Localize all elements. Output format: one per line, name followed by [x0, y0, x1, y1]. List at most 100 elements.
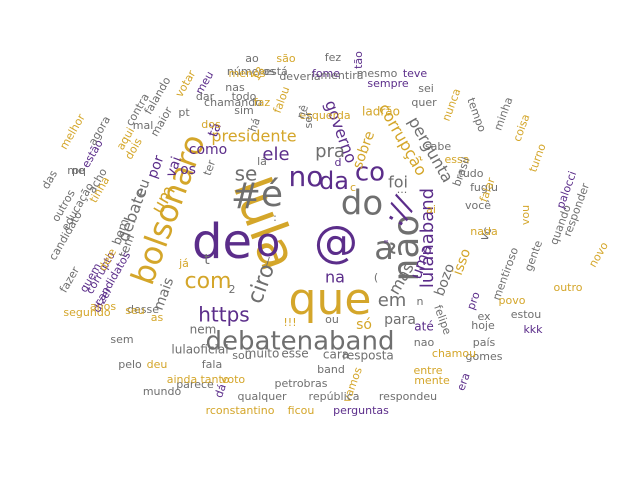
cloud-word: pro	[464, 290, 482, 312]
cloud-word: as	[151, 311, 164, 324]
cloud-word: novo	[586, 240, 611, 270]
cloud-word: ainda	[167, 373, 198, 386]
cloud-word: sabe	[425, 140, 451, 153]
cloud-word: com	[185, 269, 232, 294]
cloud-word: sim	[234, 104, 254, 117]
cloud-word: deu	[147, 358, 168, 371]
cloud-word: (	[374, 271, 378, 284]
cloud-word: no	[289, 160, 324, 193]
cloud-word: gomes	[466, 350, 503, 363]
cloud-word: em	[378, 290, 407, 311]
cloud-word: tá	[205, 121, 225, 140]
cloud-word: ao	[245, 52, 259, 65]
cloud-word: tão	[352, 51, 365, 69]
cloud-word: anos	[90, 300, 116, 313]
cloud-word: pelo	[118, 358, 142, 371]
cloud-word: fugiu	[470, 181, 498, 194]
cloud-word: n	[417, 295, 424, 308]
cloud-word: /	[266, 255, 270, 268]
cloud-word: deveria	[279, 70, 320, 83]
cloud-word: desse	[127, 303, 159, 316]
cloud-word: band	[317, 363, 345, 376]
cloud-word: é	[261, 174, 283, 215]
cloud-word: sem	[110, 333, 133, 346]
cloud-word: votar	[173, 68, 199, 100]
cloud-word: teve	[403, 67, 428, 80]
cloud-word: ele	[262, 144, 289, 165]
cloud-word: tudo	[459, 167, 484, 180]
cloud-word: outro	[553, 281, 582, 294]
cloud-word: ai	[426, 203, 436, 216]
cloud-word: fez	[325, 51, 342, 64]
cloud-word: felipe	[431, 303, 454, 336]
cloud-word: se	[235, 162, 258, 186]
cloud-word: que	[289, 274, 372, 325]
cloud-word: pq	[72, 164, 86, 177]
cloud-word: ser	[302, 111, 315, 128]
cloud-word: c	[350, 181, 356, 194]
cloud-word: tanto	[200, 373, 229, 386]
cloud-word: faz	[254, 96, 271, 109]
cloud-word: todo	[232, 90, 257, 103]
cloud-word: #	[231, 176, 261, 217]
cloud-word: menos	[229, 67, 266, 80]
cloud-word: fazer	[57, 264, 82, 295]
cloud-word: lá	[257, 155, 267, 168]
cloud-word: nê	[294, 103, 311, 121]
cloud-word: perguntas	[333, 404, 389, 417]
cloud-word: ficou	[288, 404, 315, 417]
cloud-word: ...	[397, 183, 408, 196]
cloud-word: mesmo	[357, 67, 398, 80]
cloud-word: foi	[388, 173, 408, 192]
cloud-word: muito	[245, 347, 280, 361]
cloud-word: nas	[225, 81, 245, 94]
cloud-word: t	[204, 252, 210, 268]
cloud-word: d	[335, 156, 342, 169]
cloud-word: ladrão	[362, 105, 400, 119]
cloud-word: petrobras	[274, 377, 327, 390]
cloud-word: são	[276, 52, 295, 65]
cloud-word: povo	[499, 294, 526, 307]
cloud-word: ou	[325, 313, 339, 326]
cloud-word: qualquer	[238, 390, 287, 403]
cloud-word: já	[178, 257, 189, 270]
cloud-word: -	[411, 212, 415, 225]
cloud-word: na	[325, 268, 345, 287]
cloud-word: dar	[196, 90, 215, 103]
cloud-word: do	[341, 184, 383, 224]
cloud-word: só	[356, 317, 372, 333]
cloud-word: respondeu	[379, 390, 437, 403]
cloud-word: sempre	[367, 77, 408, 90]
cloud-word: mal	[133, 119, 154, 132]
cloud-word: os	[180, 162, 196, 178]
cloud-word: 2	[229, 283, 236, 296]
cloud-word: sou	[232, 349, 251, 362]
cloud-word: gente	[522, 238, 545, 273]
cloud-word: ex	[477, 310, 491, 323]
cloud-word: você	[465, 199, 491, 212]
cloud-word: o	[256, 220, 280, 266]
cloud-word: coisa	[511, 112, 533, 143]
cloud-word: da	[319, 167, 349, 195]
cloud-word: não	[386, 215, 427, 282]
cloud-word: chamou	[432, 347, 476, 360]
cloud-word: essa	[445, 153, 470, 166]
cloud-word: nem	[190, 323, 217, 337]
cloud-word: como	[189, 142, 227, 158]
cloud-word: a	[374, 229, 394, 267]
cloud-word: me	[67, 164, 85, 177]
cloud-word: está	[264, 65, 288, 78]
cloud-word: agora	[86, 114, 113, 148]
cloud-word: vc	[477, 225, 495, 243]
cloud-word: de	[192, 214, 252, 270]
cloud-word: esse	[281, 347, 308, 361]
cloud-word: esquerda	[299, 109, 350, 122]
cloud-word: falou	[271, 85, 293, 115]
cloud-word: ter	[201, 158, 219, 178]
cloud-word: nada	[470, 225, 497, 238]
cloud-word: isso	[450, 247, 474, 278]
cloud-word: tempo	[464, 96, 488, 134]
cloud-word: chamando	[204, 96, 262, 109]
cloud-word: rconstantino	[206, 404, 275, 417]
